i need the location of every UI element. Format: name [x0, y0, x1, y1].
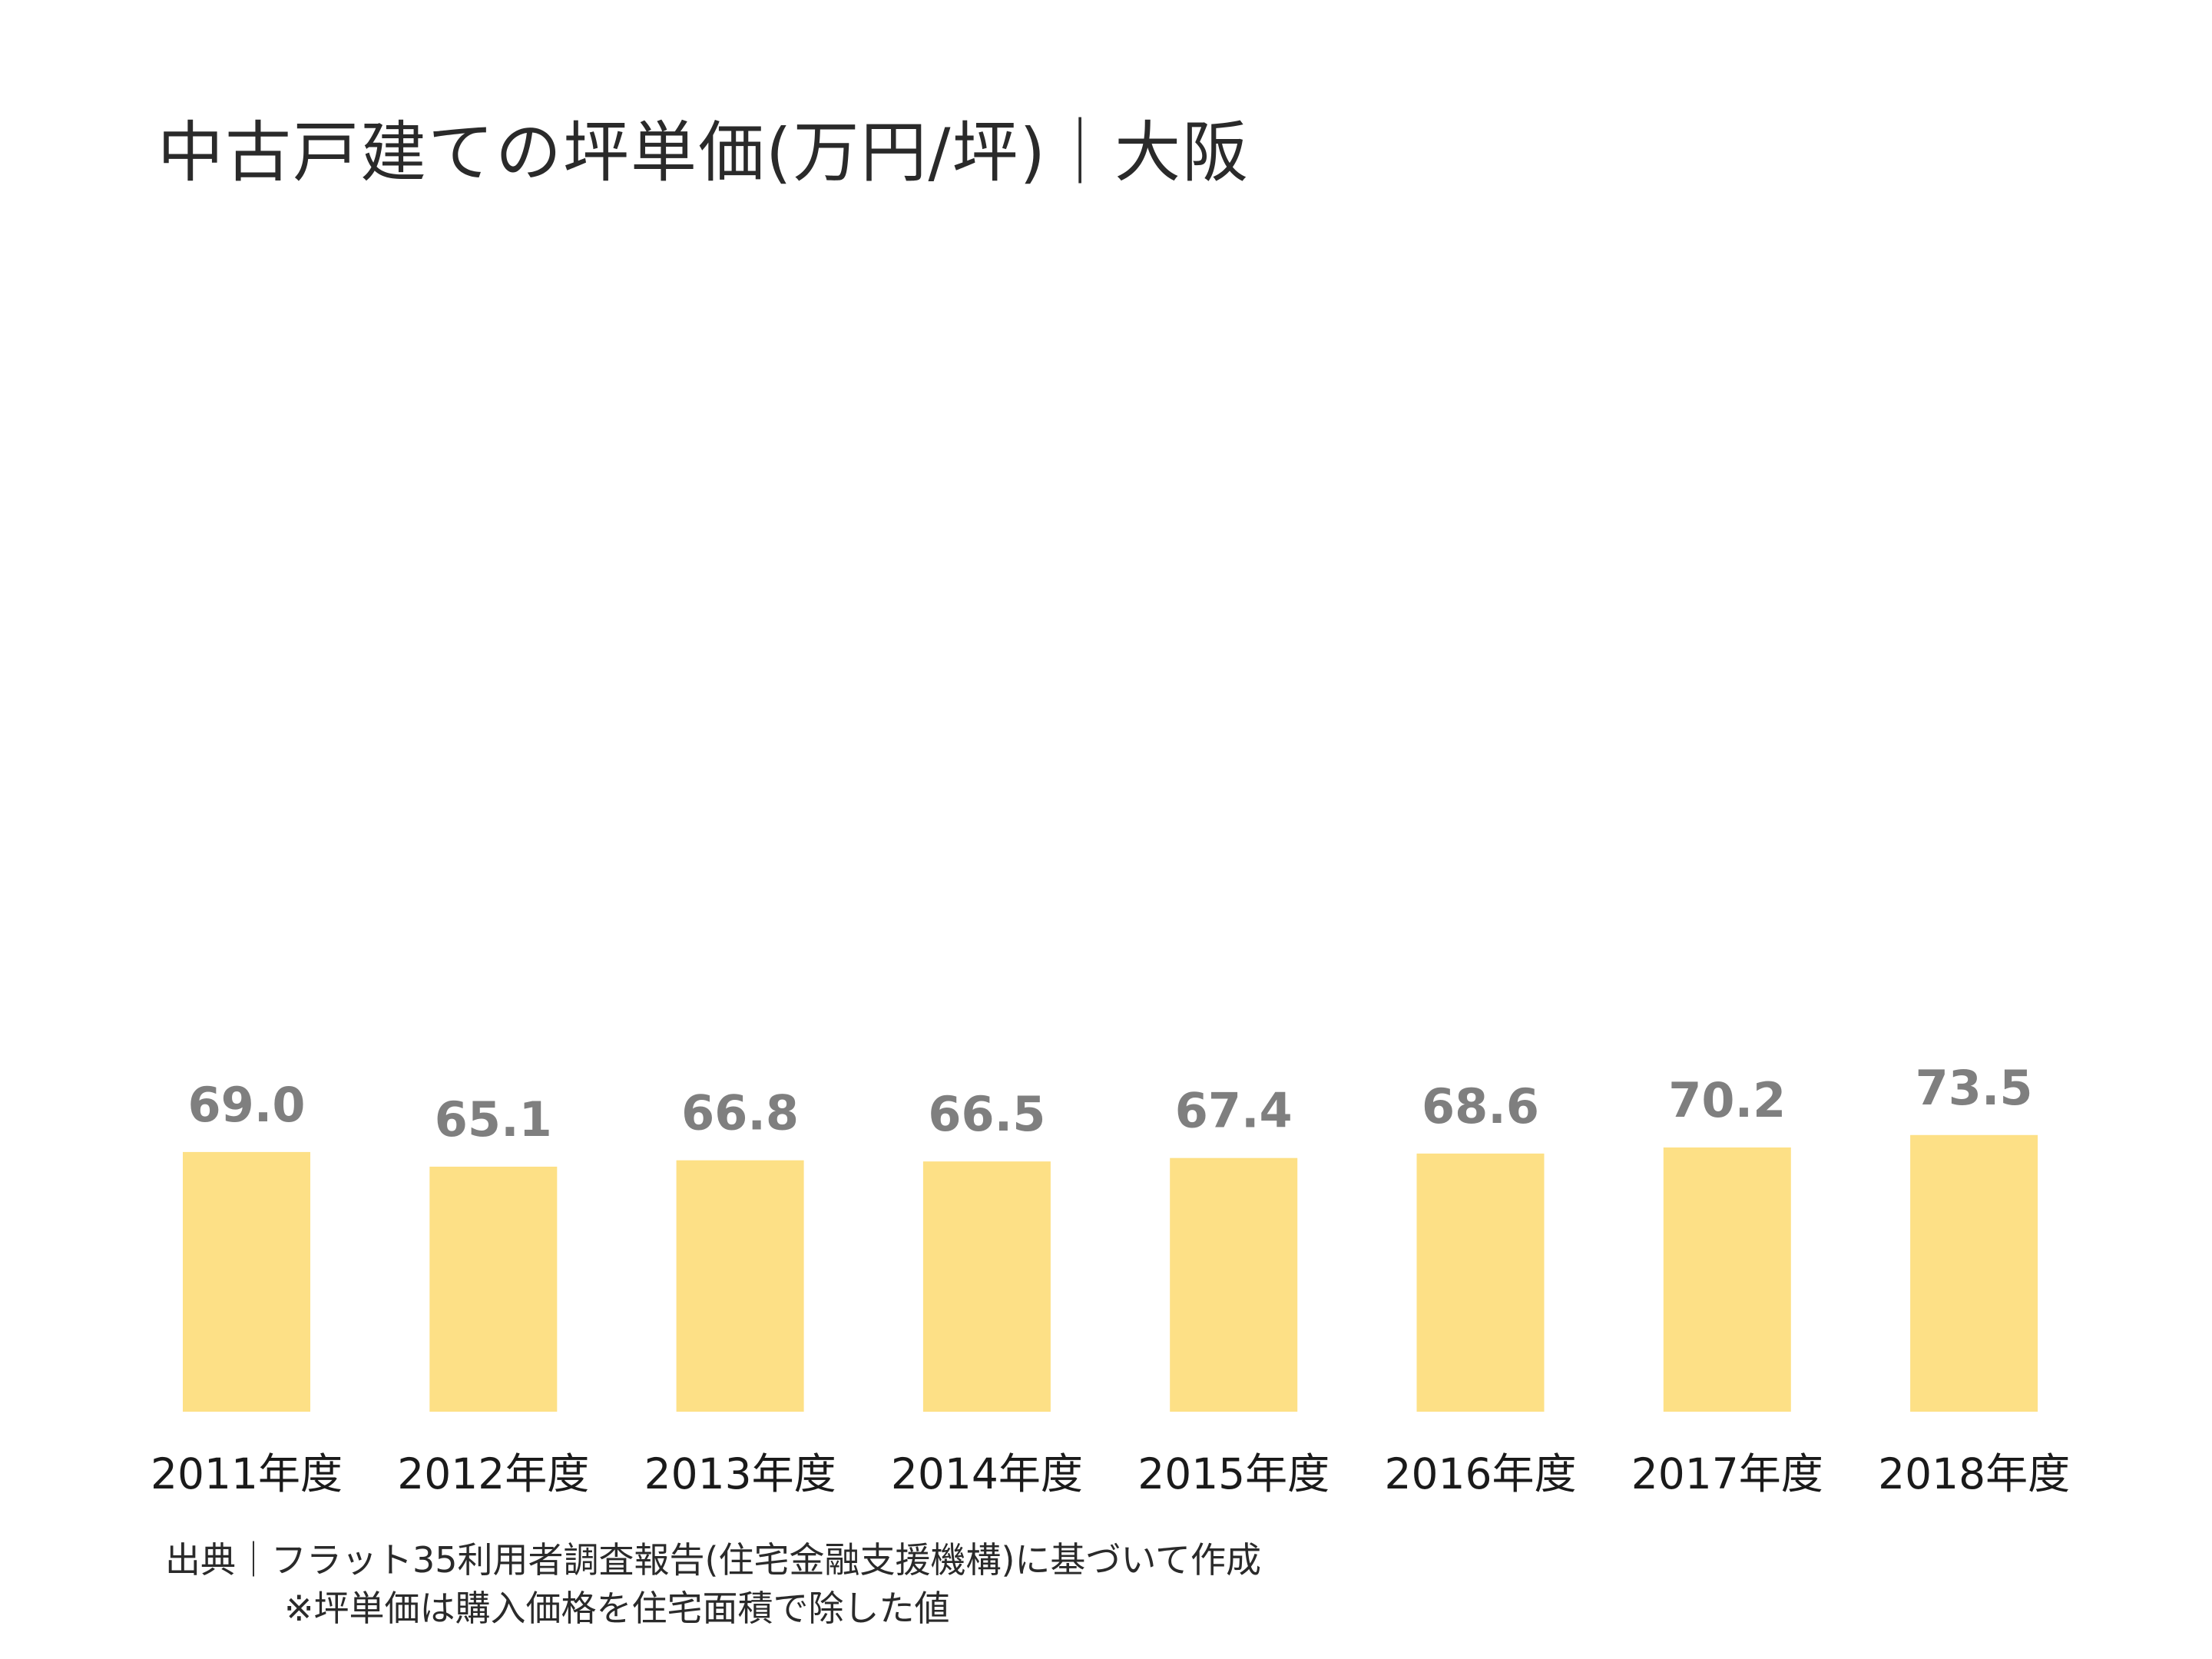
value-label-2011年度: 69.0	[188, 1077, 306, 1133]
bar-2014年度	[922, 1161, 1051, 1412]
bar-2018年度	[1910, 1134, 2038, 1412]
source-note: 出典｜フラット35利用者調査報告(住宅金融支援機構)に基づいて作成	[165, 1539, 1262, 1581]
bar-2011年度	[183, 1151, 310, 1412]
category-label-2012年度: 2012年度	[397, 1449, 589, 1498]
category-label-2015年度: 2015年度	[1137, 1449, 1330, 1498]
footnote: ※坪単価は購入価格を住宅面積で除した値	[284, 1588, 950, 1629]
value-label-2013年度: 66.8	[681, 1085, 799, 1141]
value-label-2015年度: 67.4	[1175, 1083, 1293, 1139]
category-label-2016年度: 2016年度	[1385, 1449, 1577, 1498]
bar-2012年度	[429, 1167, 558, 1412]
chart-title: 中古戸建ての坪単価(万円/坪)｜大阪	[157, 114, 1250, 191]
category-label-2013年度: 2013年度	[644, 1449, 836, 1498]
value-label-2012年度: 65.1	[435, 1091, 552, 1147]
value-label-2016年度: 68.6	[1422, 1078, 1539, 1134]
category-label-2011年度: 2011年度	[151, 1449, 343, 1498]
bar-2013年度	[676, 1160, 804, 1412]
bar-2016年度	[1416, 1153, 1545, 1412]
category-label-2017年度: 2017年度	[1631, 1449, 1823, 1498]
bar-2015年度	[1170, 1157, 1298, 1412]
value-label-2018年度: 73.5	[1916, 1060, 2033, 1116]
bar-2017年度	[1663, 1147, 1791, 1412]
category-label-2018年度: 2018年度	[1878, 1449, 2070, 1498]
value-label-2017年度: 70.2	[1668, 1072, 1786, 1128]
value-label-2014年度: 66.5	[928, 1086, 1045, 1142]
category-label-2014年度: 2014年度	[891, 1449, 1083, 1498]
